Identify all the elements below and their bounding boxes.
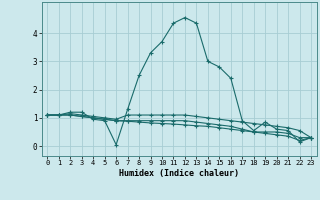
X-axis label: Humidex (Indice chaleur): Humidex (Indice chaleur): [119, 169, 239, 178]
